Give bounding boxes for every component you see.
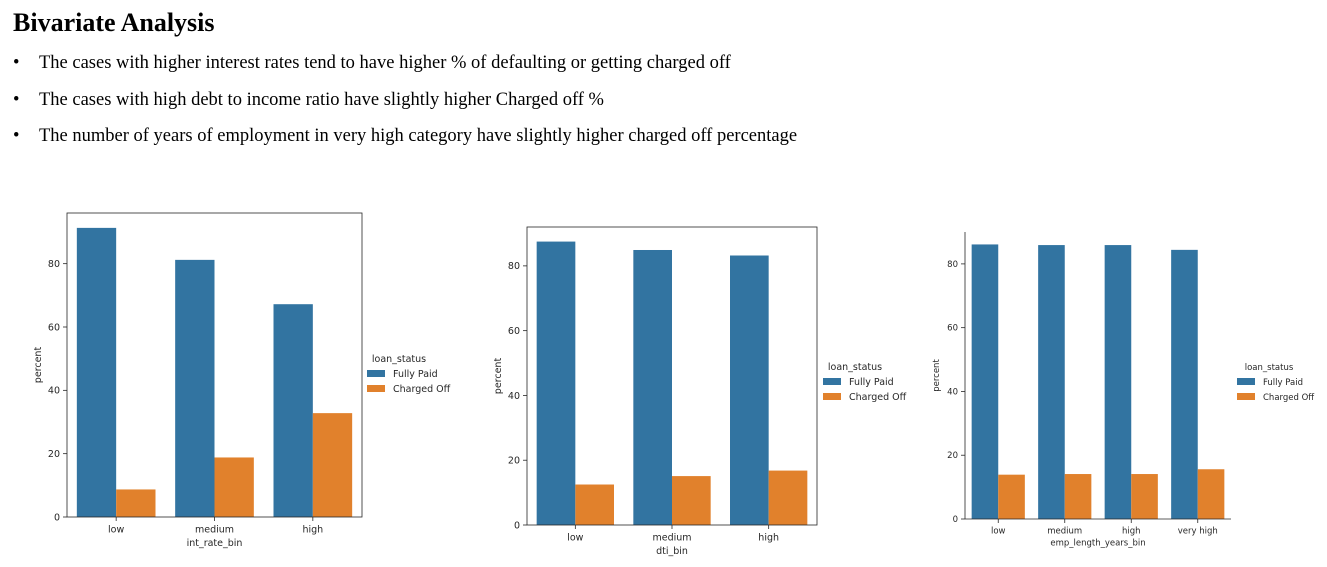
y-tick-label: 0	[514, 520, 520, 531]
y-axis-label: percent	[493, 358, 504, 395]
bullet-text: The cases with high debt to income ratio…	[39, 89, 604, 110]
legend-swatch	[367, 385, 385, 392]
x-tick-label: medium	[1047, 527, 1082, 537]
bullet-list: • The cases with higher interest rates te…	[13, 53, 797, 163]
legend-label: Fully Paid	[393, 369, 438, 380]
bar-charged-off	[1064, 474, 1092, 519]
legend-label: Charged Off	[849, 392, 907, 403]
bullet-dot: •	[13, 126, 20, 146]
y-tick-label: 60	[947, 324, 958, 334]
x-axis-label: dti_bin	[656, 546, 688, 557]
legend-label: Charged Off	[393, 384, 451, 395]
bar-fully-paid	[971, 244, 999, 520]
y-tick-label: 40	[947, 387, 958, 397]
y-tick-label: 0	[953, 515, 958, 525]
y-tick-label: 20	[947, 451, 958, 461]
y-tick-label: 60	[508, 326, 520, 337]
bullet-item: • The cases with high debt to income rati…	[13, 90, 797, 127]
legend-title: loan_status	[1245, 363, 1294, 373]
x-tick-label: very high	[1178, 527, 1218, 537]
y-tick-label: 80	[48, 259, 60, 270]
legend-title: loan_status	[372, 354, 426, 365]
bar-charged-off	[214, 457, 254, 517]
legend-swatch	[823, 378, 841, 385]
bullet-text: The number of years of employment in ver…	[39, 126, 798, 146]
bar-fully-paid	[1171, 249, 1198, 519]
x-tick-label: high	[302, 525, 323, 536]
x-tick-label: low	[567, 533, 583, 544]
bar-charged-off	[672, 476, 711, 525]
bar-fully-paid	[175, 259, 215, 517]
bullet-dot: •	[13, 53, 20, 73]
bar-fully-paid	[1038, 245, 1065, 519]
bullet-item: • The number of years of employment in ve…	[13, 126, 797, 163]
y-tick-label: 20	[48, 449, 60, 460]
y-tick-label: 60	[48, 322, 60, 333]
y-tick-label: 20	[508, 456, 520, 467]
x-tick-label: medium	[652, 533, 691, 544]
legend-swatch	[823, 393, 841, 400]
bar-charged-off	[312, 413, 353, 517]
y-tick-label: 80	[508, 261, 520, 272]
bar-charged-off	[768, 470, 808, 525]
y-tick-label: 40	[508, 391, 520, 402]
int-rate-bin-chart: 0 20 40 60 80 low medium high int_rate_bin percen…	[33, 212, 451, 549]
bar-fully-paid	[76, 227, 117, 517]
y-axis-label: percent	[932, 359, 942, 392]
slide-title: Bivariate Analysis	[13, 8, 215, 37]
y-tick-label: 80	[947, 260, 958, 270]
legend-title: loan_status	[828, 362, 882, 373]
bar-fully-paid	[1104, 245, 1132, 519]
y-tick-label: 0	[54, 512, 60, 523]
bullet-text: The cases with higher interest rates ten…	[39, 53, 731, 73]
x-tick-label: low	[108, 525, 124, 536]
bar-fully-paid	[273, 304, 313, 517]
bar-fully-paid	[633, 249, 672, 525]
bar-charged-off	[1197, 469, 1225, 519]
legend-swatch	[1237, 393, 1255, 400]
bar-charged-off	[998, 474, 1025, 519]
dti-bin-chart: 0 20 40 60 80 low medium high dti_bin percent loan…	[493, 226, 907, 557]
bar-fully-paid	[730, 255, 769, 526]
x-axis-label: emp_length_years_bin	[1050, 539, 1145, 549]
y-tick-label: 40	[48, 386, 60, 397]
legend-swatch	[1237, 378, 1255, 385]
legend-label: Fully Paid	[1263, 378, 1303, 388]
y-axis-label: percent	[33, 347, 44, 384]
x-tick-label: medium	[195, 525, 234, 536]
bullet-dot: •	[13, 89, 20, 110]
bar-fully-paid	[536, 241, 576, 525]
x-tick-label: low	[991, 527, 1006, 537]
legend-label: Charged Off	[1263, 393, 1315, 403]
x-tick-label: high	[758, 533, 779, 544]
bar-charged-off	[1131, 474, 1158, 519]
legend-swatch	[367, 370, 385, 377]
x-tick-label: high	[1122, 527, 1141, 537]
legend-label: Fully Paid	[849, 377, 894, 388]
bar-charged-off	[575, 484, 614, 525]
x-axis-label: int_rate_bin	[187, 538, 243, 549]
bullet-item: • The cases with higher interest rates te…	[13, 53, 797, 90]
bar-charged-off	[116, 489, 156, 517]
emp-length-chart: 0 20 40 60 80 low medium high very high emp_lengt…	[932, 232, 1315, 549]
